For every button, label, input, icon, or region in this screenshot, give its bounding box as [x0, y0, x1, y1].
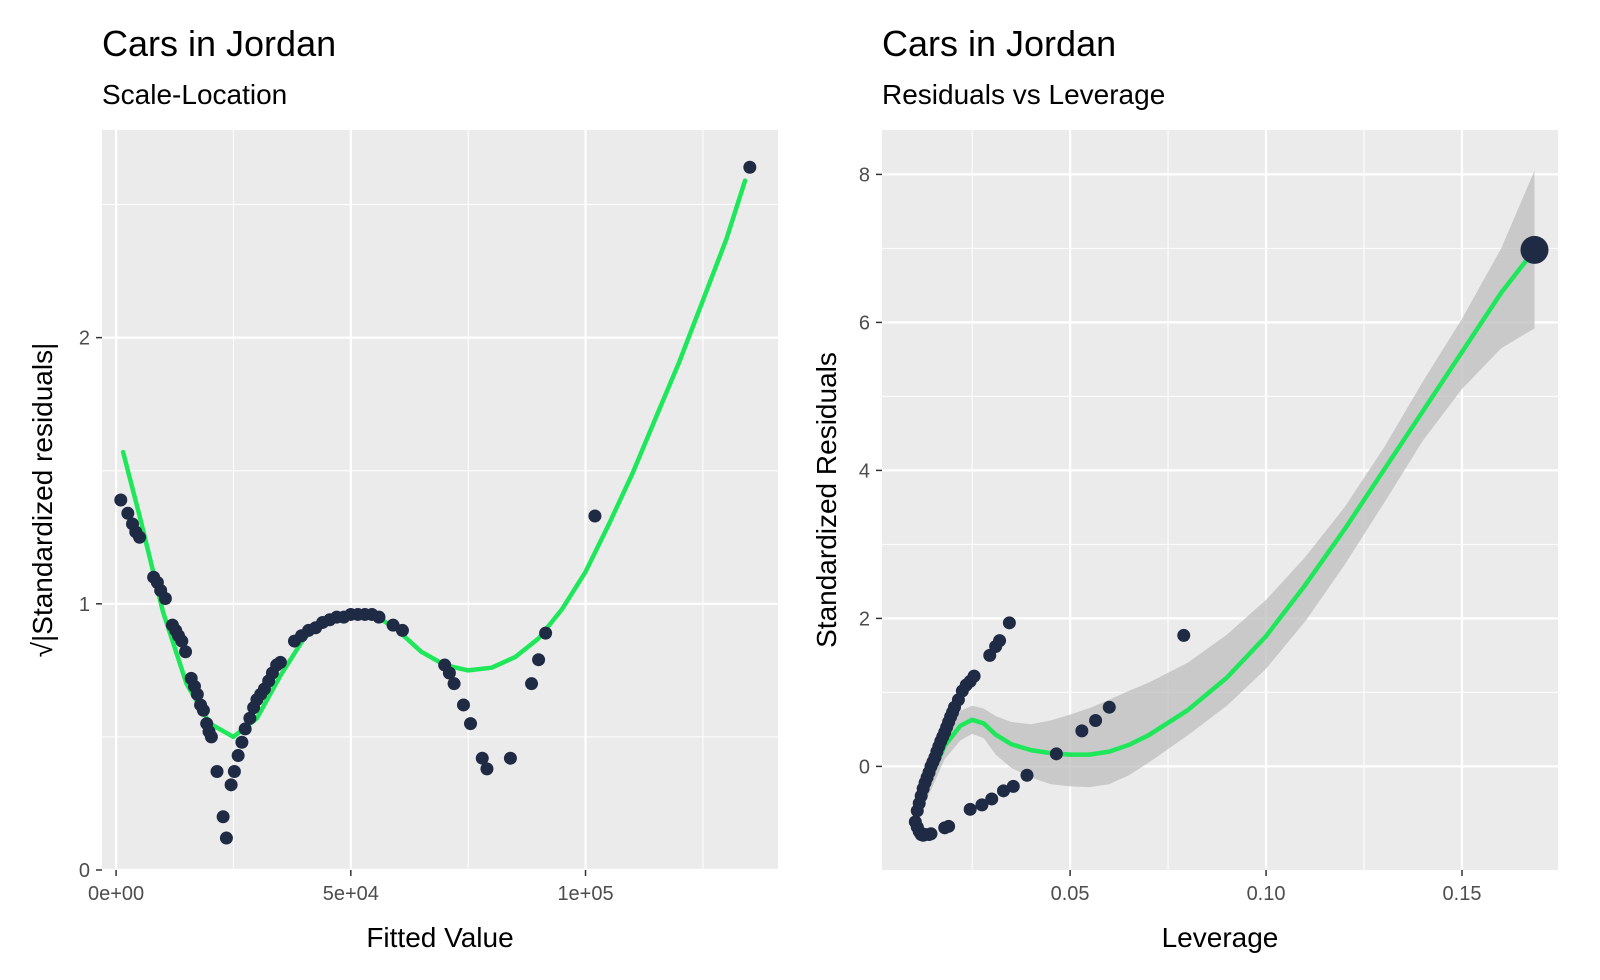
x-tick-label: 1e+05 — [557, 883, 613, 905]
data-point — [1020, 768, 1034, 782]
data-point — [114, 493, 128, 507]
y-axis-ticks: 0 1 2 — [79, 328, 102, 882]
data-point — [1002, 616, 1016, 630]
data-point — [179, 645, 193, 659]
confidence-band — [915, 170, 1535, 819]
x-tick-label: 0e+00 — [88, 883, 144, 905]
data-point — [175, 634, 189, 648]
data-point — [231, 749, 245, 763]
data-point — [243, 711, 257, 725]
data-point — [963, 802, 977, 816]
data-point — [993, 634, 1007, 648]
points-layer — [908, 235, 1549, 842]
x-tick-label: 5e+04 — [323, 883, 379, 905]
data-point — [924, 827, 938, 841]
data-point — [996, 784, 1010, 798]
y-tick-label: 0 — [79, 860, 90, 882]
data-point — [273, 655, 287, 669]
x-tick-label: 0.10 — [1247, 883, 1286, 905]
data-point — [942, 819, 956, 833]
grid-lines — [102, 130, 778, 872]
data-point — [196, 703, 210, 717]
data-point — [525, 677, 539, 691]
chart-scale-location: Cars in Jordan Scale-Location 0e+00 5e+04… — [27, 23, 778, 953]
y-tick-label: 6 — [859, 312, 870, 334]
y-tick-label: 0 — [859, 756, 870, 778]
data-point — [1089, 714, 1103, 728]
data-point — [216, 810, 230, 824]
data-point — [503, 751, 517, 765]
chart-subtitle: Residuals vs Leverage — [882, 79, 1165, 110]
x-tick-label: 0.05 — [1051, 883, 1090, 905]
smooth-curve — [913, 247, 1537, 814]
data-point — [395, 623, 409, 637]
data-point — [121, 506, 135, 520]
chart-title: Cars in Jordan — [102, 23, 336, 64]
data-point — [475, 751, 489, 765]
x-axis-ticks: 0e+00 5e+04 1e+05 — [88, 870, 614, 905]
y-tick-label: 8 — [859, 164, 870, 186]
smooth-line — [913, 247, 1537, 814]
data-point — [588, 509, 602, 523]
x-axis-title: Leverage — [1162, 922, 1279, 953]
y-axis-title: Standardized Residuals — [811, 352, 842, 648]
data-point — [480, 762, 494, 776]
data-point — [227, 765, 241, 779]
data-point — [238, 722, 252, 736]
data-point — [235, 735, 249, 749]
y-tick-label: 2 — [79, 328, 90, 350]
x-tick-label: 0.15 — [1443, 883, 1482, 905]
x-axis-ticks: 0.05 0.10 0.15 — [1051, 870, 1482, 905]
chart-subtitle: Scale-Location — [102, 79, 287, 110]
data-point — [1075, 724, 1089, 738]
y-axis-title: √|Standardized residuals| — [27, 343, 58, 658]
y-axis-ticks: 0 2 4 6 8 — [859, 164, 882, 778]
smooth-line — [120, 178, 748, 740]
data-point — [447, 677, 461, 691]
data-point — [190, 687, 204, 701]
data-point — [210, 765, 224, 779]
y-tick-label: 1 — [79, 594, 90, 616]
chart-title: Cars in Jordan — [882, 23, 1116, 64]
data-point — [1049, 747, 1063, 761]
y-tick-label: 4 — [859, 460, 870, 482]
data-point — [985, 792, 999, 806]
confidence-ribbon — [915, 170, 1535, 819]
data-point — [224, 778, 238, 792]
data-point — [456, 698, 470, 712]
data-point — [372, 610, 386, 624]
plot-panel — [102, 130, 778, 870]
data-point — [133, 530, 147, 544]
y-tick-label: 2 — [859, 608, 870, 630]
x-axis-title: Fitted Value — [366, 922, 513, 953]
data-point — [967, 669, 981, 683]
data-point — [743, 160, 757, 174]
data-point — [975, 798, 989, 812]
data-point — [539, 626, 553, 640]
data-point — [442, 666, 456, 680]
data-point — [158, 591, 172, 605]
data-point — [532, 653, 546, 667]
data-point — [1177, 628, 1191, 642]
data-point — [204, 730, 218, 744]
data-point — [1006, 779, 1020, 793]
points-layer — [114, 160, 757, 845]
smooth-curve — [120, 178, 748, 740]
chart-residuals-vs-leverage: Cars in Jordan Residuals vs Leverage 0.0… — [811, 23, 1558, 953]
data-point — [1102, 700, 1116, 714]
data-point — [464, 717, 478, 731]
plot-panel — [882, 130, 1558, 870]
influential-point — [1520, 235, 1549, 264]
data-point — [219, 831, 233, 845]
